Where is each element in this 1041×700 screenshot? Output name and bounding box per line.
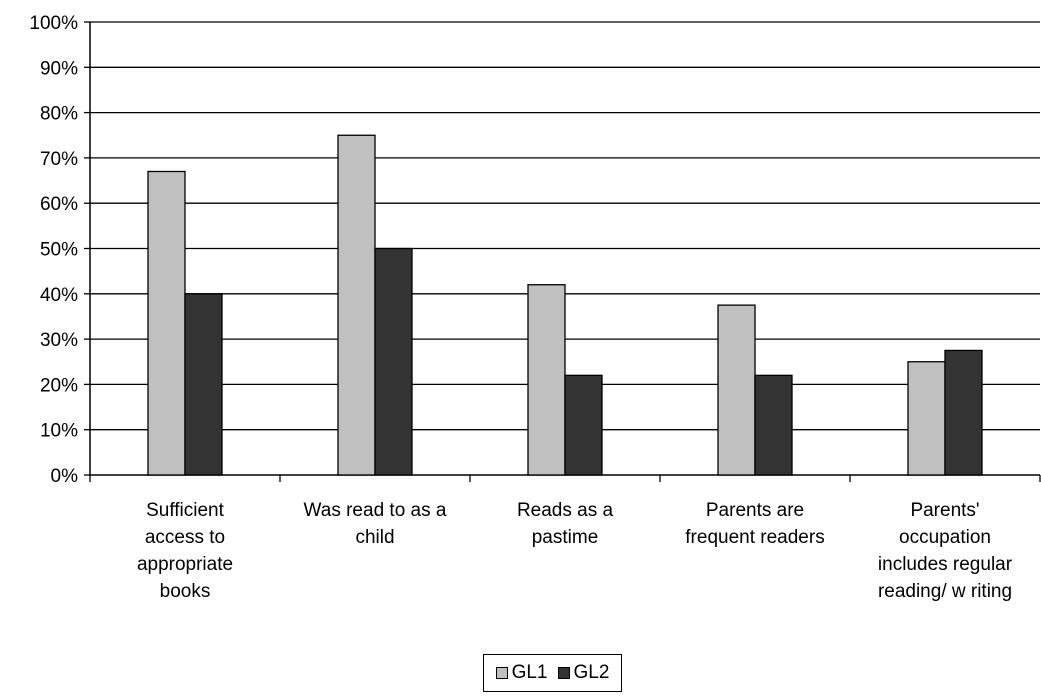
x-category-label-line: pastime	[531, 527, 599, 548]
bar-gl1	[907, 361, 946, 476]
legend-swatch	[495, 667, 508, 679]
bar-gl1	[527, 284, 566, 476]
y-tick-label: 20%	[40, 375, 78, 396]
y-tick-label: 80%	[40, 104, 78, 125]
y-tick-label: 90%	[40, 58, 78, 79]
x-category-label-line: Parents'	[910, 500, 980, 521]
x-category-label: Sufficient access to appropriate books	[90, 497, 280, 605]
x-category-label-line: Was read to as a	[303, 500, 447, 521]
legend: GL1 GL2	[483, 654, 622, 692]
bar-gl2	[754, 374, 793, 476]
y-tick-label: 60%	[40, 194, 78, 215]
x-category-label: Was read to as a child	[280, 497, 470, 551]
x-category-label: Reads as a pastime	[470, 497, 660, 551]
x-category-label-line: frequent readers	[685, 527, 825, 548]
y-tick-label: 100%	[29, 13, 78, 34]
x-category-label-line: books	[159, 581, 211, 602]
bar-gl2	[184, 293, 223, 476]
x-category-label-line: includes regular	[877, 554, 1013, 575]
legend-item-gl2: GL2	[557, 662, 610, 684]
y-tick-label: 50%	[40, 240, 78, 261]
legend-label: GL1	[511, 662, 548, 683]
bar-gl1	[717, 304, 756, 476]
bar-gl1	[337, 134, 376, 476]
legend-swatch	[557, 667, 570, 679]
x-category-label-line: Sufficient	[146, 500, 224, 521]
legend-item-gl1: GL1	[495, 662, 548, 684]
x-category-label: Parents are frequent readers	[660, 497, 850, 551]
bar-gl1	[147, 170, 186, 476]
x-category-label-line: Parents are	[705, 500, 805, 521]
x-category-label: Parents' occupation includes regular readin…	[850, 497, 1040, 605]
y-tick-label: 30%	[40, 330, 78, 351]
x-category-label-line: access to	[144, 527, 226, 548]
x-category-label-line: Reads as a	[516, 500, 614, 521]
x-category-label-line: child	[355, 527, 395, 548]
bar-gl2	[944, 349, 983, 476]
y-tick-label: 0%	[51, 466, 79, 487]
legend-label: GL2	[573, 662, 610, 683]
x-category-label-line: occupation	[899, 527, 991, 548]
x-category-label-line: appropriate	[136, 554, 234, 575]
y-tick-label: 40%	[40, 285, 78, 306]
bar-gl2	[374, 247, 413, 476]
bar-gl2	[564, 374, 603, 476]
y-tick-label: 10%	[40, 421, 78, 442]
y-tick-label: 70%	[40, 149, 78, 170]
x-category-label-line: reading/ w riting	[877, 581, 1013, 602]
